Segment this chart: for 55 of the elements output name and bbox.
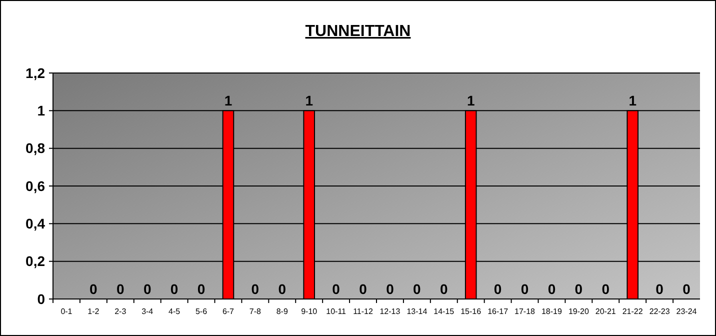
x-tick-label: 7-8 [249,307,262,316]
data-label: 1 [305,92,314,109]
x-tick-label: 22-23 [649,307,670,316]
data-label: 0 [413,281,422,297]
x-tick-label: 16-17 [488,307,509,316]
data-label: 0 [548,281,556,297]
data-label: 1 [466,92,475,109]
chart-title: TUNNEITTAIN [305,23,411,40]
y-tick-label: 1,2 [26,64,46,81]
data-label: 1 [224,92,232,109]
x-tick-label: 12-13 [380,307,401,316]
x-tick-label: 6-7 [222,307,235,316]
x-tick-label: 19-20 [568,307,590,316]
data-label: 0 [278,281,286,297]
data-label: 0 [90,281,98,297]
y-tick-label: 0,8 [26,140,46,156]
x-tick-label: 8-9 [276,307,288,316]
x-tick-label: 23-24 [676,307,698,316]
x-tick-label: 14-15 [434,307,455,316]
data-label: 0 [440,281,448,297]
data-label: 0 [386,281,394,297]
data-label: 0 [359,281,368,297]
data-label: 0 [332,281,340,297]
x-tick-label: 10-11 [326,307,347,316]
data-label: 0 [143,281,152,297]
y-tick-label: 0,4 [26,216,46,232]
x-tick-label: 17-18 [514,307,536,316]
data-label: 0 [197,281,206,297]
x-tick-label: 1-2 [88,307,100,316]
x-tick-label: 11-12 [353,307,374,316]
x-tick-label: 4-5 [168,307,181,316]
data-label: 0 [574,281,583,297]
x-tick-label: 9-10 [301,307,318,316]
x-tick-label: 18-19 [541,307,563,316]
y-tick-label: 0,2 [26,253,46,270]
data-label: 0 [602,281,610,297]
x-tick-label: 5-6 [195,307,208,316]
x-tick-label: 13-14 [406,307,428,316]
x-tick-label: 2-3 [114,307,127,316]
data-label: 0 [494,281,502,297]
x-tick-label: 0-1 [60,307,73,316]
data-label: 0 [251,281,260,297]
data-label: 0 [656,281,664,297]
y-tick-label: 1 [37,102,46,119]
x-tick-label: 21-22 [622,307,644,316]
y-tick-label: 0 [37,290,46,307]
data-label: 0 [170,281,178,297]
data-label: 0 [116,281,124,297]
x-tick-label: 15-16 [460,307,482,316]
x-tick-label: 20-21 [595,307,616,316]
y-tick-label: 0,6 [26,178,46,194]
data-label: 1 [628,92,637,109]
data-label: 0 [682,281,691,297]
x-tick-label: 3-4 [142,307,154,316]
data-label: 0 [520,281,529,297]
